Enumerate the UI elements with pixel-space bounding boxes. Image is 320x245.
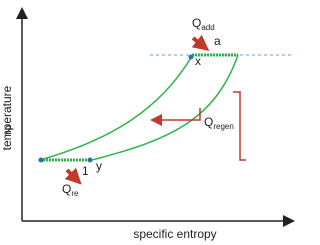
label-y: y (96, 159, 102, 173)
label-2: 2 (5, 123, 12, 137)
regen-bracket (233, 91, 246, 161)
label-1: 1 (82, 164, 89, 178)
curve-right (91, 54, 239, 161)
point-x (188, 54, 194, 60)
q-regen-arrow (150, 108, 201, 126)
point-2 (38, 157, 44, 163)
ts-diagram: temperature specific entropy Qadd a x Qr… (0, 7, 295, 241)
q-re-label: Qre (62, 182, 79, 198)
y-axis-label: temperature (0, 85, 14, 150)
point-y (87, 157, 93, 163)
q-add-arrow (191, 34, 210, 51)
label-x: x (195, 54, 201, 68)
curve-left (39, 55, 193, 161)
label-a: a (214, 34, 221, 48)
x-axis-label: specific entropy (133, 227, 216, 241)
q-re-arrow (64, 167, 82, 185)
q-regen-label: Qregen (204, 115, 234, 131)
q-add-label: Qadd (192, 16, 215, 32)
